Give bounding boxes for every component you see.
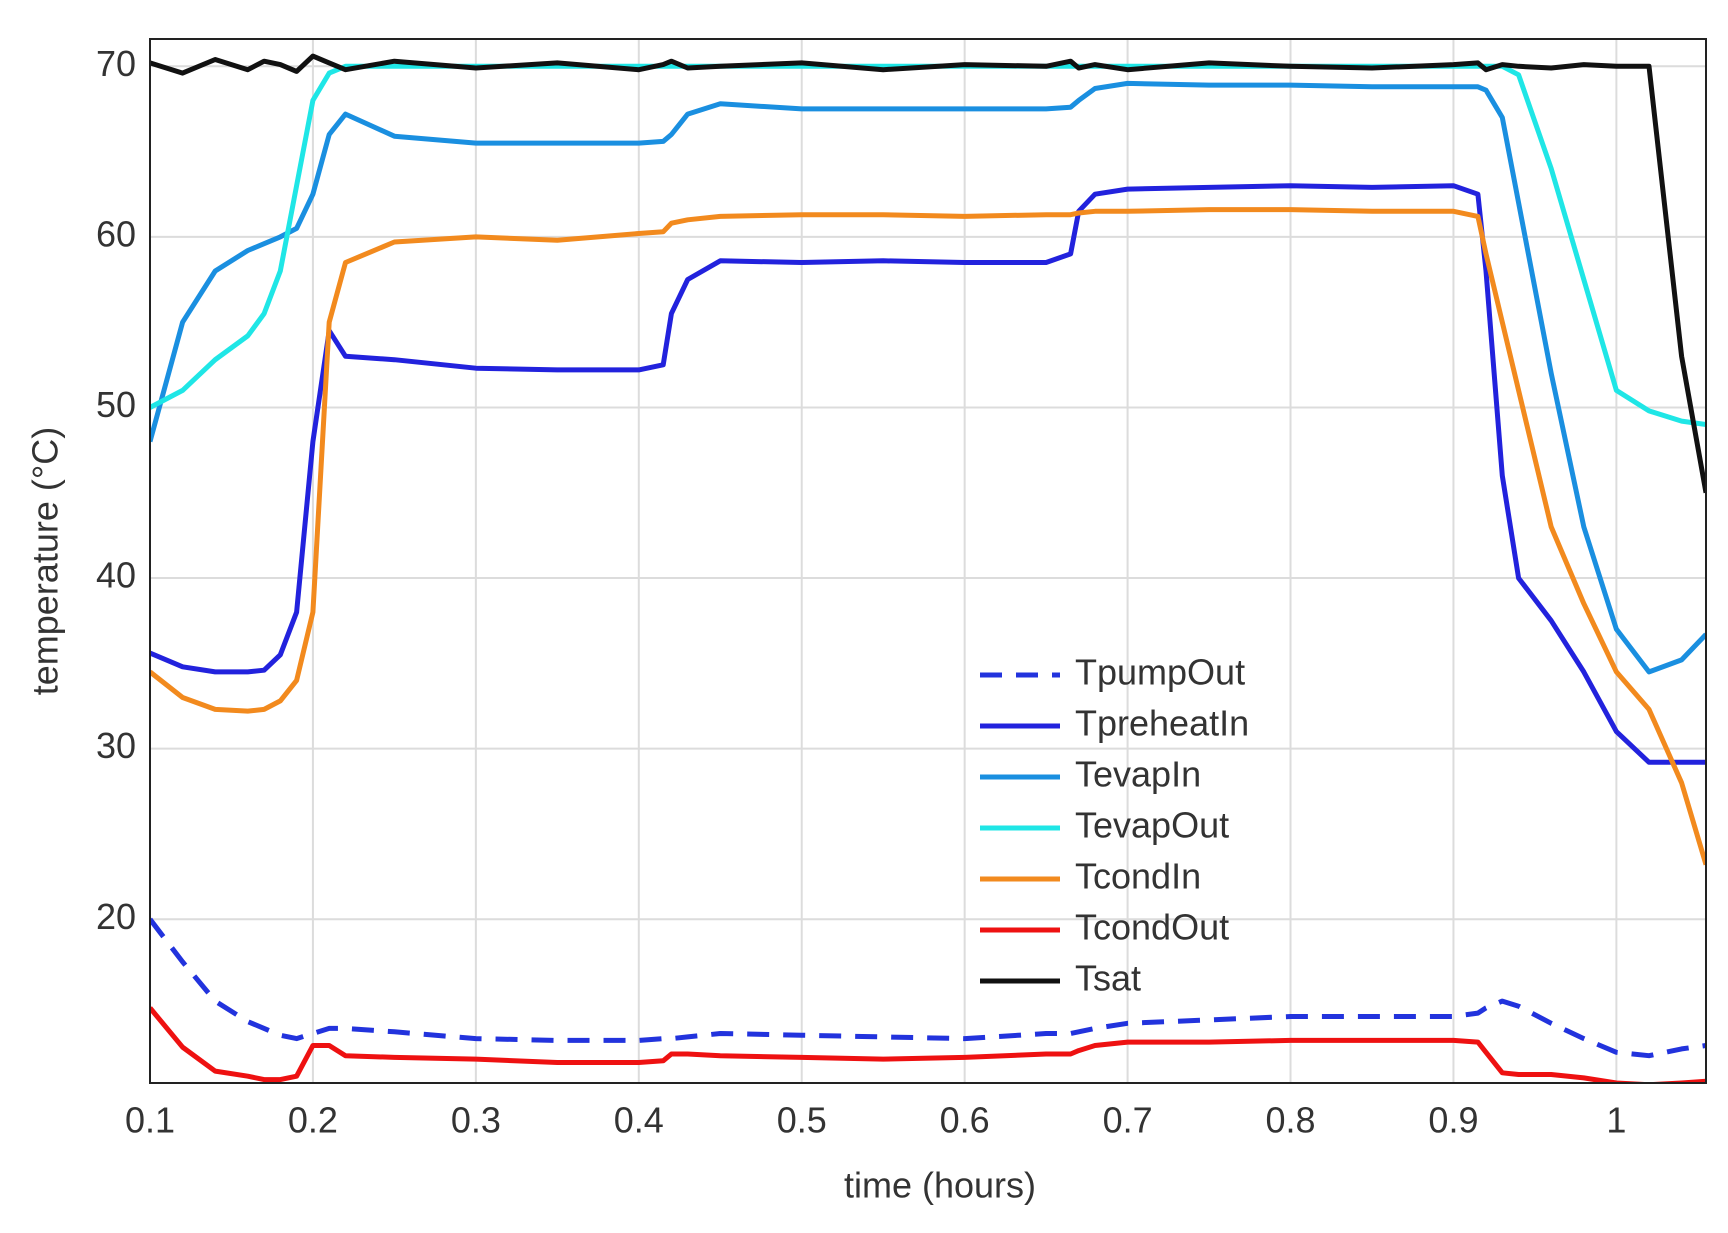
series-line xyxy=(150,917,1706,1059)
series-line xyxy=(150,80,1706,675)
x-tick-label: 0.6 xyxy=(940,1100,990,1141)
series-line xyxy=(150,183,1706,765)
x-tick-label: 0.7 xyxy=(1103,1100,1153,1141)
y-tick-label: 70 xyxy=(96,43,136,84)
x-tick-label: 0.8 xyxy=(1266,1100,1316,1141)
y-tick-label: 60 xyxy=(96,213,136,254)
x-tick-label: 0.4 xyxy=(614,1100,664,1141)
legend-label: TpreheatIn xyxy=(1075,703,1249,744)
legend-label: TevapOut xyxy=(1075,805,1229,846)
y-tick-label: 30 xyxy=(96,725,136,766)
y-tick-label: 20 xyxy=(96,896,136,937)
x-tick-label: 0.9 xyxy=(1428,1100,1478,1141)
y-axis-label: temperature (°C) xyxy=(25,427,66,695)
x-axis-label: time (hours) xyxy=(844,1165,1036,1206)
legend-label: TcondIn xyxy=(1075,856,1201,897)
series-line xyxy=(150,207,1706,866)
x-tick-label: 0.1 xyxy=(125,1100,175,1141)
x-tick-label: 0.5 xyxy=(777,1100,827,1141)
y-tick-label: 40 xyxy=(96,555,136,596)
x-tick-label: 1 xyxy=(1606,1100,1626,1141)
series-line xyxy=(150,53,1706,494)
legend-label: Tsat xyxy=(1075,958,1141,999)
legend-label: TevapIn xyxy=(1075,754,1201,795)
legend-label: TpumpOut xyxy=(1075,652,1245,693)
x-tick-label: 0.3 xyxy=(451,1100,501,1141)
y-tick-label: 50 xyxy=(96,384,136,425)
plot-frame xyxy=(149,38,1707,1084)
x-tick-label: 0.2 xyxy=(288,1100,338,1141)
legend-label: TcondOut xyxy=(1075,907,1229,948)
series-line xyxy=(150,1006,1706,1083)
